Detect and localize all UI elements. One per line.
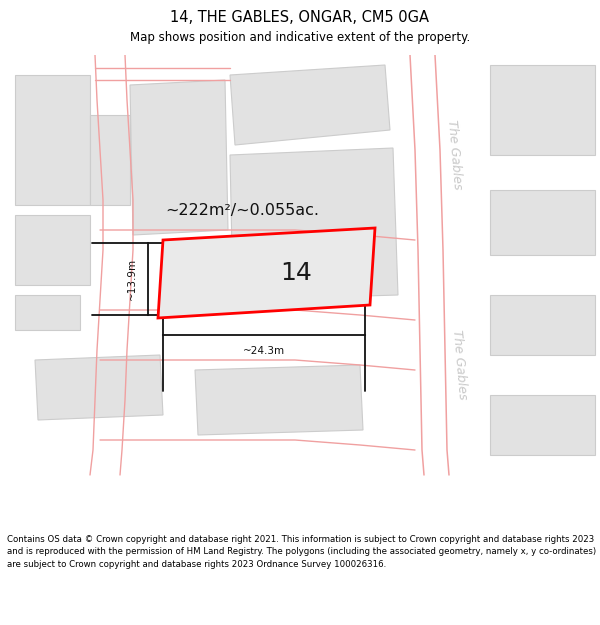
- Text: 14, THE GABLES, ONGAR, CM5 0GA: 14, THE GABLES, ONGAR, CM5 0GA: [170, 11, 430, 26]
- Polygon shape: [15, 215, 90, 285]
- Polygon shape: [230, 148, 398, 300]
- Polygon shape: [195, 365, 363, 435]
- Text: ~24.3m: ~24.3m: [243, 346, 285, 356]
- Polygon shape: [158, 228, 375, 318]
- Polygon shape: [490, 65, 595, 155]
- Text: 14: 14: [281, 261, 313, 285]
- Text: ~13.9m: ~13.9m: [127, 258, 137, 300]
- Polygon shape: [490, 295, 595, 355]
- Polygon shape: [490, 395, 595, 455]
- Text: The Gables: The Gables: [445, 119, 464, 191]
- Polygon shape: [35, 355, 163, 420]
- Polygon shape: [15, 295, 80, 330]
- Text: ~222m²/~0.055ac.: ~222m²/~0.055ac.: [165, 202, 319, 217]
- Polygon shape: [230, 65, 390, 145]
- Polygon shape: [130, 80, 228, 235]
- Polygon shape: [90, 115, 130, 205]
- Text: Contains OS data © Crown copyright and database right 2021. This information is : Contains OS data © Crown copyright and d…: [7, 535, 596, 569]
- Text: Map shows position and indicative extent of the property.: Map shows position and indicative extent…: [130, 31, 470, 44]
- Polygon shape: [15, 75, 90, 205]
- Text: The Gables: The Gables: [451, 329, 470, 401]
- Polygon shape: [490, 190, 595, 255]
